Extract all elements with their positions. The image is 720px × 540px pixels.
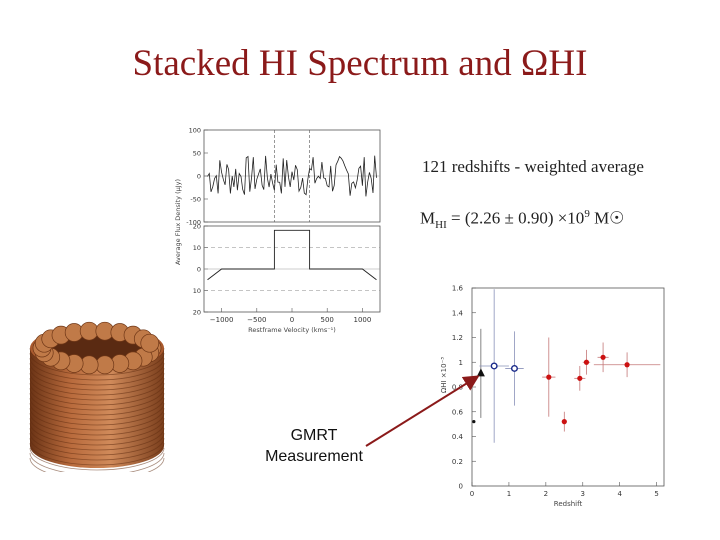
coin-band [29, 442, 165, 466]
coin-band [29, 422, 165, 446]
spectrum-lower-tick-label: 20 [193, 223, 201, 231]
spectrum-lower-tick-label: 0 [197, 266, 201, 274]
coin-band [29, 382, 165, 406]
coin-band [29, 452, 165, 472]
omega-x-tick-label: 4 [617, 490, 622, 498]
omega-x-axis-label: Redshift [554, 500, 583, 508]
omega-x-tick-label: 1 [507, 490, 511, 498]
omega-x-tick-label: 0 [470, 490, 474, 498]
coin-band [29, 457, 165, 472]
spectrum-upper-tick-label: 100 [189, 127, 201, 135]
mass-formula: MHI = (2.26 ± 0.90) ×109 M☉ [420, 208, 624, 231]
spectrum-x-tick-label: 500 [321, 316, 334, 324]
coin-band [29, 417, 165, 441]
coin-band [29, 432, 165, 456]
spectrum-upper-tick-label: 50 [193, 150, 201, 158]
omega-x-tick-label: 3 [581, 490, 585, 498]
spectrum-x-tick-label: 0 [290, 316, 294, 324]
data-point [624, 362, 630, 368]
omega-y-tick-label: 0.8 [452, 384, 463, 392]
coin-band [29, 357, 165, 381]
coin [140, 333, 160, 353]
coin-band [29, 377, 165, 401]
omega-x-tick-label: 5 [654, 490, 658, 498]
omega-hi-plot: 1.6 1.4 1.2 1 0.8 0.6 0.4 0.2 00 1 2 3 4 5 Redshift ΩHI… [440, 285, 665, 508]
omega-y-tick-label: 0.6 [452, 408, 464, 416]
spectrum-upper-tick-label: -100 [186, 219, 201, 227]
redshift-note: 121 redshifts - weighted average [422, 157, 644, 176]
spectrum-lower-tick-label: 10 [193, 244, 201, 252]
coin-band [29, 447, 165, 471]
data-point [490, 362, 498, 370]
coin-band [29, 372, 165, 396]
coin-band [29, 437, 165, 461]
gmrt-label-line2: Measurement [265, 448, 363, 465]
gmrt-arrow [365, 375, 480, 447]
omega-y-tick-label: 0.4 [452, 433, 464, 441]
spectrum-lower-tick-label: 20 [193, 309, 201, 317]
omega-y-tick-label: 1.6 [452, 285, 464, 293]
omega-y-tick-label: 1 [459, 359, 463, 367]
mass-unit: M☉ [589, 208, 625, 228]
mass-symbol: M [420, 208, 436, 228]
data-point [583, 359, 590, 365]
spectrum-lower-tick-label: 10 [193, 287, 201, 295]
omega-y-axis-label: ΩHI ×10⁻³ [440, 357, 448, 393]
spectrum-trace [207, 155, 377, 197]
spectrum-upper-tick-label: 0 [197, 173, 201, 181]
data-point [561, 419, 567, 425]
data-point [577, 375, 583, 381]
coin-band [29, 352, 165, 376]
gmrt-data-point [476, 368, 485, 377]
omega-x-tick-label: 2 [544, 490, 548, 498]
mass-exponent: 9 [584, 208, 590, 220]
coin-band [29, 362, 165, 386]
coin-band [29, 397, 165, 421]
mass-value: = (2.26 ± 0.90) ×10 [446, 208, 585, 228]
coin-band [29, 367, 165, 391]
data-point [600, 354, 606, 360]
gmrt-label: GMRT Measurement [252, 425, 376, 467]
data-point [510, 364, 518, 372]
coin-band [29, 392, 165, 416]
coin-band [29, 407, 165, 431]
spectrum-x-tick-label: 1000 [353, 316, 371, 324]
omega-y-tick-label: 0.2 [452, 458, 463, 466]
spectrum-binned-trace [207, 229, 377, 281]
coin-band [29, 387, 165, 411]
coin-band [29, 427, 165, 451]
coin-band [29, 402, 165, 426]
omega-y-tick-label: 1.2 [452, 334, 463, 342]
mass-subscript: HI [435, 219, 447, 232]
data-point [472, 420, 476, 424]
slide-title: Stacked HI Spectrum and ΩHI [132, 43, 588, 84]
gmrt-label-line1: GMRT [290, 427, 338, 444]
coin-band [29, 412, 165, 436]
omega-y-tick-label: 1.4 [452, 309, 464, 317]
spectrum-x-axis-label: Restframe Velocity (kms⁻¹) [248, 326, 336, 334]
spectrum-x-tick-label: −500 [247, 316, 266, 324]
spectrum-x-tick-label: −1000 [210, 316, 234, 324]
data-point [546, 374, 552, 380]
penny-stack-illustration [29, 321, 165, 472]
spectrum-y-axis-label: Average Flux Density (μJy) [174, 179, 182, 265]
omega-y-tick-label: 0 [459, 483, 463, 491]
spectrum-upper-tick-label: -50 [190, 196, 201, 204]
